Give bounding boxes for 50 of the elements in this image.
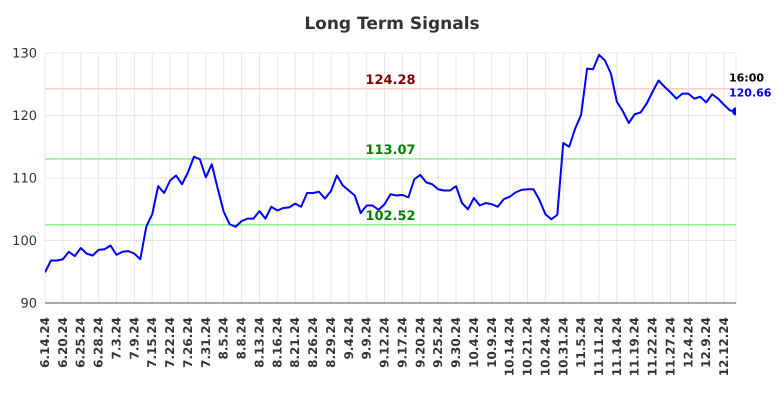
x-tick-label: 11.19.24 bbox=[628, 317, 642, 376]
x-tick-label: 9.12.24 bbox=[378, 317, 392, 368]
x-tick-label: 7.15.24 bbox=[145, 317, 160, 368]
x-tick-label: 7.31.24 bbox=[198, 317, 213, 368]
x-tick-label: 6.20.24 bbox=[56, 317, 70, 368]
x-tick-label: 11.5.24 bbox=[574, 317, 588, 368]
x-tick-label: 11.27.24 bbox=[663, 317, 678, 376]
y-tick-label: 100 bbox=[12, 234, 37, 250]
x-tick-label: 11.22.24 bbox=[646, 317, 660, 376]
x-tick-label: 9.4.24 bbox=[342, 317, 356, 360]
x-tick-label: 7.9.24 bbox=[127, 317, 142, 360]
x-tick-label: 12.4.24 bbox=[681, 317, 696, 368]
x-tick-label: 10.31.24 bbox=[556, 317, 570, 376]
x-tick-label: 9.25.24 bbox=[431, 317, 446, 368]
data-label: 120.66 bbox=[729, 86, 772, 100]
y-tick-label: 90 bbox=[20, 296, 37, 312]
ref-line-label: 124.28 bbox=[365, 72, 416, 88]
x-tick-label: 6.28.24 bbox=[92, 317, 106, 368]
x-tick-label: 10.9.24 bbox=[484, 317, 499, 368]
x-tick-label: 12.9.24 bbox=[699, 317, 714, 368]
chart-title: Long Term Signals bbox=[303, 14, 481, 34]
x-tick-label: 12.12.24 bbox=[717, 317, 732, 376]
x-tick-label: 9.17.24 bbox=[395, 317, 410, 368]
x-tick-label: 9.9.24 bbox=[360, 317, 374, 360]
y-tick-label: 110 bbox=[12, 172, 37, 187]
x-tick-label: 9.30.24 bbox=[449, 317, 464, 368]
x-tick-label: 11.14.24 bbox=[610, 317, 624, 376]
annotation: 16:00 bbox=[729, 71, 764, 84]
x-tick-label: 8.21.24 bbox=[288, 317, 302, 368]
x-tick-label: 6.14.24 bbox=[38, 317, 52, 368]
y-tick-label: 130 bbox=[12, 46, 37, 62]
x-tick-label: 8.5.24 bbox=[216, 317, 231, 360]
x-tick-label: 8.13.24 bbox=[252, 317, 266, 368]
x-tick-label: 7.3.24 bbox=[109, 317, 124, 360]
x-tick-label: 10.24.24 bbox=[538, 317, 552, 376]
x-tick-label: 7.22.24 bbox=[163, 317, 178, 368]
x-tick-label: 8.16.24 bbox=[270, 317, 284, 368]
x-tick-label: 10.14.24 bbox=[502, 317, 517, 376]
x-tick-label: 8.8.24 bbox=[234, 317, 249, 360]
ref-line-label: 113.07 bbox=[365, 142, 416, 158]
x-tick-label: 8.26.24 bbox=[306, 317, 320, 368]
x-tick-label: 7.26.24 bbox=[180, 317, 195, 368]
y-tick-label: 120 bbox=[12, 109, 37, 124]
x-tick-label: 9.20.24 bbox=[413, 317, 428, 368]
x-tick-label: 10.4.24 bbox=[466, 317, 481, 368]
x-tick-label: 8.29.24 bbox=[324, 317, 338, 368]
x-tick-label: 10.21.24 bbox=[520, 317, 535, 376]
x-tick-label: 11.11.24 bbox=[592, 317, 606, 376]
x-tick-label: 6.25.24 bbox=[74, 317, 88, 368]
ref-line-label: 102.52 bbox=[365, 208, 416, 224]
